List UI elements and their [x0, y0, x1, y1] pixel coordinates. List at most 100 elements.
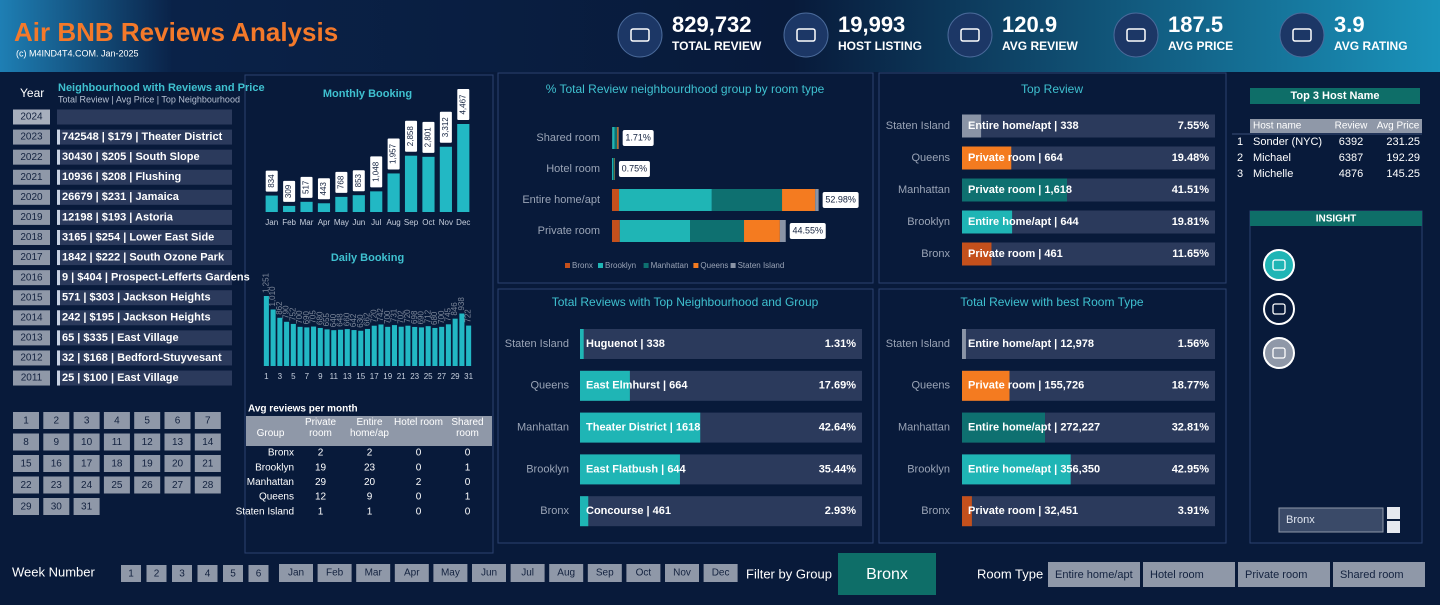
- bar: [370, 191, 383, 212]
- slicer-button[interactable]: [510, 564, 545, 582]
- kpi-icon: [617, 12, 663, 58]
- data-label: 862: [275, 301, 284, 315]
- slicer-button[interactable]: [134, 433, 161, 451]
- slicer-button[interactable]: [1238, 562, 1330, 587]
- slicer-button[interactable]: [13, 149, 50, 165]
- slicer-button[interactable]: [43, 476, 70, 494]
- slicer-button[interactable]: [43, 433, 70, 451]
- slicer-button[interactable]: [1333, 562, 1425, 587]
- slicer-button[interactable]: [43, 455, 70, 472]
- slicer-button[interactable]: [164, 476, 191, 494]
- slicer-button[interactable]: [433, 564, 468, 582]
- slicer-button[interactable]: [103, 455, 130, 472]
- slicer-button[interactable]: [1048, 562, 1140, 587]
- dropdown[interactable]: [1278, 507, 1384, 533]
- slicer-button[interactable]: [317, 564, 352, 582]
- data-label: 846: [450, 302, 459, 316]
- slicer-button[interactable]: [472, 564, 506, 582]
- insight-button[interactable]: [1263, 337, 1295, 369]
- slicer-button[interactable]: [73, 498, 100, 515]
- slicer-button[interactable]: [549, 564, 584, 582]
- bar-label: East Elmhurst | 664: [586, 380, 688, 392]
- slicer-button[interactable]: [13, 250, 50, 266]
- slicer-button[interactable]: [134, 412, 161, 429]
- slicer-button[interactable]: [43, 498, 70, 515]
- insight-button[interactable]: [1263, 249, 1295, 281]
- slicer-button[interactable]: [134, 455, 161, 472]
- slicer-button[interactable]: [13, 310, 50, 326]
- bar-track: [580, 496, 862, 527]
- slicer-button[interactable]: [13, 433, 39, 451]
- kpi-label: TOTAL REVIEW: [672, 39, 762, 53]
- slicer-button[interactable]: [134, 476, 161, 494]
- slicer-button[interactable]: [13, 290, 50, 306]
- slicer-button[interactable]: [194, 412, 221, 429]
- slicer-button[interactable]: [13, 109, 50, 125]
- slicer-button[interactable]: [665, 564, 699, 582]
- data-label-box: [335, 171, 348, 193]
- slicer-button[interactable]: [703, 564, 738, 582]
- dropdown-arrow[interactable]: [1387, 521, 1400, 533]
- slicer-button[interactable]: [103, 412, 130, 429]
- row-text: 30430 | $205 | South Slope: [62, 151, 200, 163]
- slicer-button[interactable]: [356, 564, 391, 582]
- slicer-button[interactable]: [43, 412, 70, 429]
- slicer-button[interactable]: [13, 455, 39, 472]
- slicer-button[interactable]: [13, 189, 50, 205]
- slicer-button[interactable]: [73, 412, 100, 429]
- slicer-button[interactable]: [73, 433, 100, 451]
- slicer-button[interactable]: [279, 564, 313, 582]
- table-cell: Michael: [1253, 152, 1291, 164]
- slicer-button[interactable]: [172, 565, 192, 582]
- slicer-button[interactable]: [197, 565, 218, 582]
- slicer-button[interactable]: [194, 476, 221, 494]
- bar-segment: [619, 220, 690, 242]
- slicer-button[interactable]: [146, 565, 167, 582]
- slicer-button[interactable]: [13, 330, 50, 346]
- slicer-item: 4: [114, 416, 120, 427]
- slicer-button[interactable]: [248, 565, 269, 582]
- filter-box[interactable]: [838, 553, 936, 595]
- slicer-button[interactable]: [587, 564, 622, 582]
- slicer-button[interactable]: [13, 169, 50, 185]
- x-tick-label: 23: [410, 372, 419, 381]
- slicer-button[interactable]: [164, 455, 191, 472]
- slicer-button[interactable]: [73, 476, 100, 494]
- x-tick-label: Oct: [422, 218, 435, 227]
- slicer-button[interactable]: [103, 476, 130, 494]
- slicer-button[interactable]: [13, 209, 50, 225]
- slicer-button[interactable]: [13, 229, 50, 245]
- dropdown-arrow[interactable]: [1387, 507, 1400, 519]
- bar-segment: [815, 189, 819, 211]
- table-cell: 19: [315, 462, 327, 473]
- slicer-button[interactable]: [394, 564, 429, 582]
- slicer-button[interactable]: [73, 455, 100, 472]
- slicer-button[interactable]: [194, 433, 221, 451]
- slicer-button[interactable]: [164, 412, 191, 429]
- slicer-item: 2015: [20, 292, 43, 303]
- slicer-button[interactable]: [13, 412, 39, 429]
- slicer-button[interactable]: [13, 129, 50, 145]
- slicer-button[interactable]: [194, 455, 221, 472]
- slicer-button[interactable]: [13, 270, 50, 286]
- slicer-button[interactable]: [13, 350, 50, 366]
- chart-title: Daily Booking: [331, 252, 404, 264]
- table-header-cell: Private room: [304, 417, 337, 439]
- slicer-button[interactable]: [13, 476, 39, 494]
- x-tick-label: 5: [291, 372, 296, 381]
- slicer-button[interactable]: [103, 433, 130, 451]
- slicer-button[interactable]: [13, 498, 39, 515]
- row-track: [57, 370, 232, 386]
- slicer-button[interactable]: [626, 564, 661, 582]
- slicer-button[interactable]: [164, 433, 191, 451]
- slicer-button[interactable]: [13, 370, 50, 386]
- insight-button[interactable]: [1263, 293, 1295, 325]
- slicer-button[interactable]: [1143, 562, 1235, 587]
- x-tick-label: Apr: [318, 218, 331, 227]
- bar: [283, 205, 296, 212]
- slicer-button[interactable]: [223, 565, 243, 582]
- row-databar: [57, 149, 60, 165]
- legend-label: Staten Island: [738, 261, 785, 270]
- slicer-button[interactable]: [121, 565, 141, 582]
- bar-track: [580, 329, 862, 359]
